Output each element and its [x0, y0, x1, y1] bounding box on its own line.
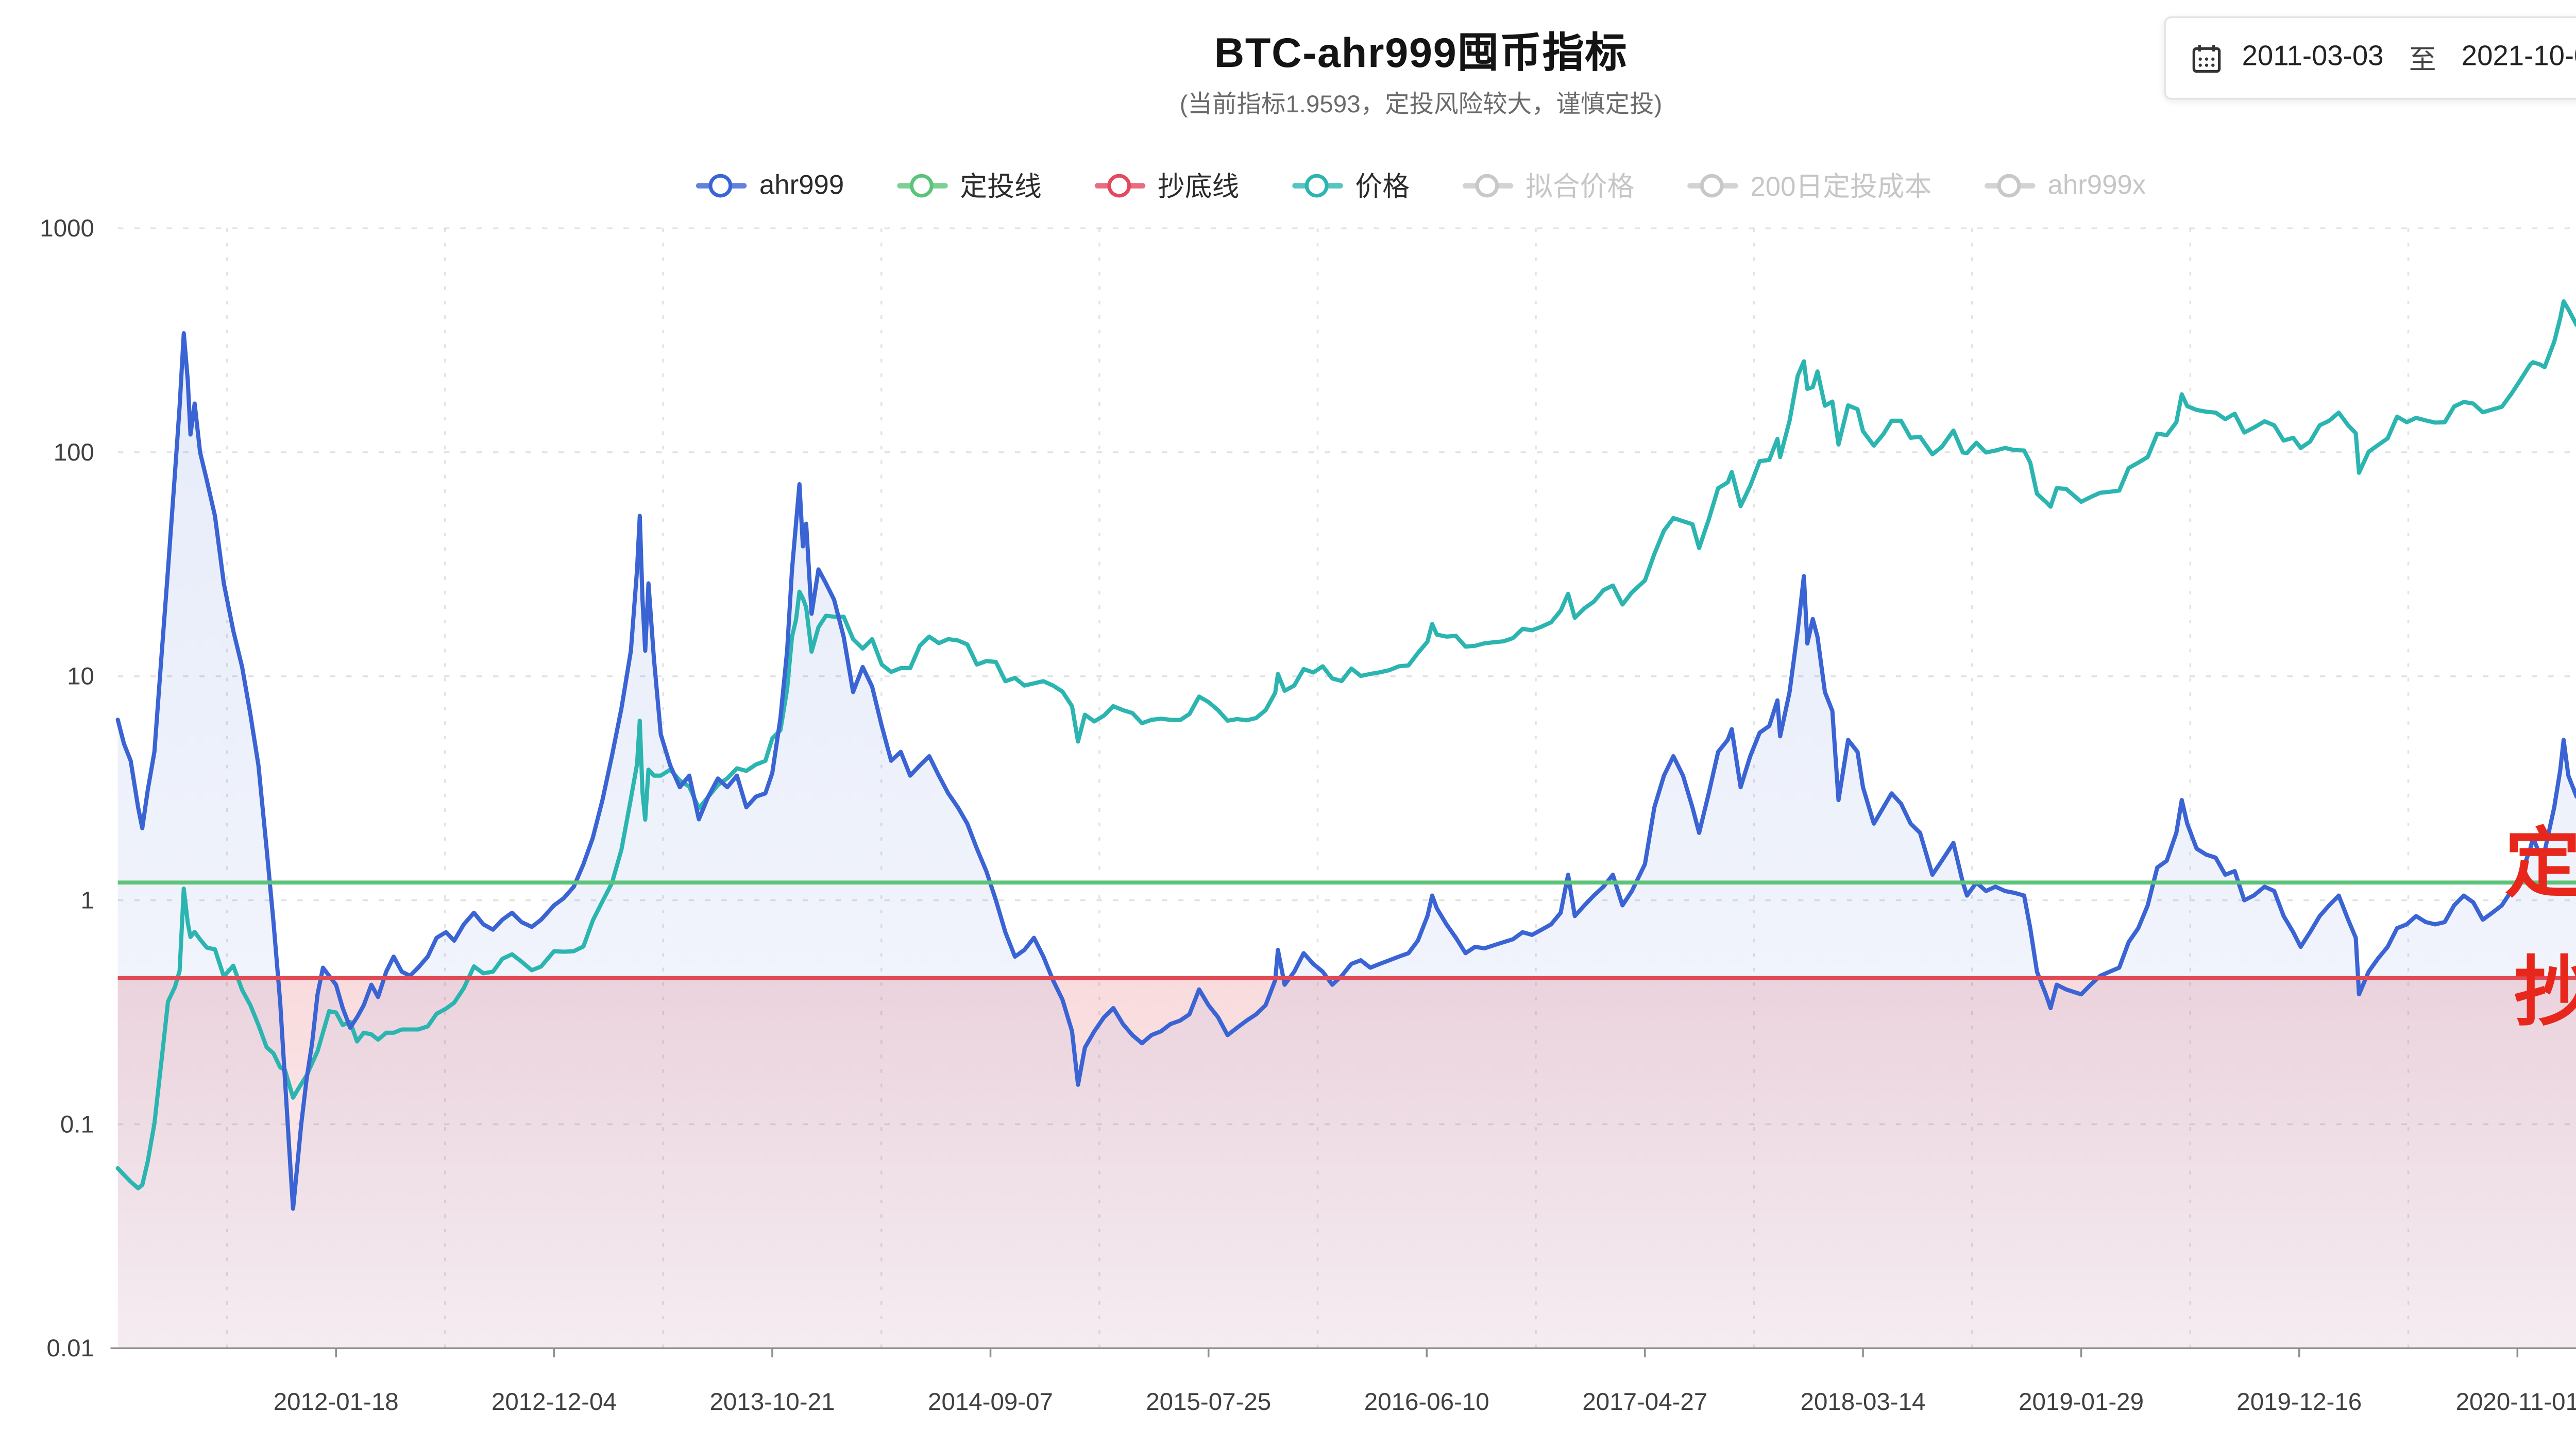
legend-label: 价格 — [1355, 172, 1410, 203]
legend-item-5[interactable]: 拟合价格 — [1462, 167, 1634, 205]
annotation-bottom-line: 抄底线 — [2514, 954, 2576, 1031]
ahr999-line — [115, 331, 2576, 1211]
ahr999-area — [117, 333, 2576, 1349]
legend-label: ahr999 — [759, 170, 844, 201]
x-tick-label: 2012-01-18 — [274, 1388, 399, 1416]
x-tick-label: 2020-11-01 — [2456, 1388, 2576, 1416]
legend-label: 抄底线 — [1157, 172, 1240, 203]
page-subtitle: (当前指标1.9593，定投风险较大，谨慎定投) — [1179, 90, 1663, 118]
page-title: BTC-ahr999囤币指标 — [1214, 29, 1628, 76]
calendar-icon — [2191, 43, 2222, 74]
x-tick-label: 2017-04-27 — [1582, 1388, 1707, 1416]
left-tick-label: 1 — [81, 887, 94, 914]
legend-label: 拟合价格 — [1526, 172, 1635, 203]
legend-item-1[interactable]: ahr999 — [696, 171, 844, 201]
date-start[interactable]: 2011-03-03 — [2242, 41, 2384, 73]
x-tick-label: 2015-07-25 — [1146, 1388, 1271, 1416]
legend-item-6[interactable]: 200日定投成本 — [1687, 167, 1931, 205]
legend-line-circle-icon — [1094, 172, 1145, 199]
legend-item-2[interactable]: 定投线 — [896, 167, 1042, 205]
left-tick-label: 10 — [67, 663, 94, 690]
x-tick-label: 2019-12-16 — [2236, 1388, 2362, 1416]
legend-item-3[interactable]: 抄底线 — [1094, 167, 1239, 205]
legend-line-circle-icon — [896, 172, 947, 199]
x-axis: 2012-01-18 2012-12-04 2013-10-21 2014-09-07… — [110, 1347, 2576, 1416]
x-tick-label: 2012-12-04 — [492, 1388, 617, 1416]
legend-line-circle-icon — [696, 172, 747, 199]
legend-line-circle-icon — [1984, 172, 2035, 199]
x-tick-label: 2013-10-21 — [710, 1388, 835, 1416]
date-range-picker[interactable]: 2011-03-03 至 2021-10-03 — [2164, 16, 2576, 100]
left-axis: 1000 100 10 1 0.1 0.01 — [40, 215, 94, 1362]
annotation-dca-line: 定投线 — [2504, 821, 2576, 906]
legend-item-4[interactable]: 价格 — [1292, 167, 1410, 205]
x-tick-label: 2018-03-14 — [1801, 1388, 1926, 1416]
legend: ahr999 定投线 抄底线 价格 拟合价格 200日定投成本 ahr999x — [0, 167, 2576, 205]
legend-label: 定投线 — [960, 172, 1042, 203]
left-tick-label: 100 — [54, 439, 94, 466]
legend-label: ahr999x — [2047, 170, 2146, 201]
left-tick-label: 1000 — [40, 215, 94, 242]
legend-label: 200日定投成本 — [1750, 172, 1932, 203]
legend-item-7[interactable]: ahr999x — [1984, 171, 2146, 201]
date-end[interactable]: 2021-10-03 — [2461, 41, 2576, 73]
legend-line-circle-icon — [1292, 172, 1343, 199]
left-tick-label: 0.01 — [47, 1335, 94, 1362]
legend-line-circle-icon — [1687, 172, 1738, 199]
x-tick-label: 2014-09-07 — [928, 1388, 1053, 1416]
date-range-separator: 至 — [2409, 44, 2436, 75]
x-tick-label: 2019-01-29 — [2019, 1388, 2144, 1416]
left-tick-label: 0.1 — [60, 1111, 94, 1138]
price-line — [115, 299, 2576, 1190]
x-tick-label: 2016-06-10 — [1364, 1388, 1489, 1416]
legend-line-circle-icon — [1462, 172, 1513, 199]
